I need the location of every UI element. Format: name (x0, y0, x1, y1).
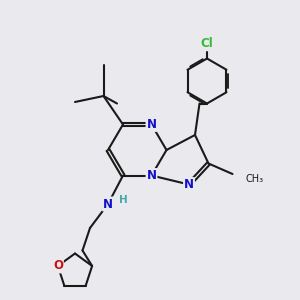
Text: N: N (146, 118, 157, 131)
Text: Cl: Cl (201, 37, 213, 50)
Text: O: O (53, 260, 63, 272)
Text: N: N (184, 178, 194, 191)
Text: CH₃: CH₃ (246, 173, 264, 184)
Text: H: H (119, 195, 128, 206)
Text: N: N (103, 197, 113, 211)
Text: N: N (146, 169, 157, 182)
